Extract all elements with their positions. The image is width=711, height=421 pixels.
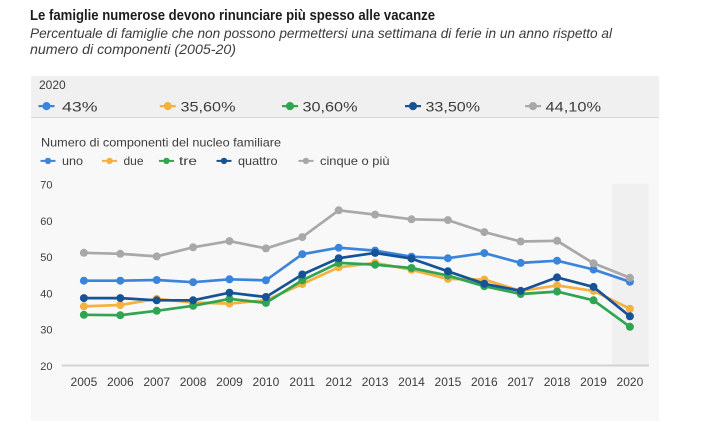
svg-text:2005: 2005 (71, 375, 98, 389)
svg-text:30: 30 (40, 325, 52, 337)
svg-text:uno: uno (62, 154, 83, 168)
svg-text:2018: 2018 (544, 375, 571, 389)
svg-text:33,50%: 33,50% (426, 99, 481, 115)
svg-text:35,60%: 35,60% (181, 99, 236, 115)
svg-text:43%: 43% (62, 99, 98, 115)
svg-text:Numero di componenti del nucle: Numero di componenti del nucleo familiar… (41, 136, 281, 150)
svg-text:cinque o più: cinque o più (320, 154, 390, 168)
svg-text:20: 20 (40, 361, 52, 373)
svg-text:2011: 2011 (289, 375, 315, 389)
svg-text:2015: 2015 (435, 375, 462, 389)
svg-text:70: 70 (40, 180, 52, 192)
svg-text:40: 40 (40, 288, 52, 300)
svg-text:2014: 2014 (398, 375, 425, 389)
svg-text:2008: 2008 (180, 375, 207, 389)
svg-text:30,60%: 30,60% (303, 99, 358, 115)
svg-text:44,10%: 44,10% (546, 99, 602, 115)
svg-text:2016: 2016 (471, 375, 498, 389)
svg-text:2020: 2020 (39, 78, 66, 92)
svg-text:numero di componenti (2005-20): numero di componenti (2005-20) (30, 41, 236, 57)
svg-text:2010: 2010 (253, 375, 280, 389)
svg-text:quattro: quattro (238, 154, 278, 168)
svg-text:due: due (124, 154, 144, 168)
svg-text:Le famiglie numerose devono ri: Le famiglie numerose devono rinunciare p… (30, 7, 435, 24)
svg-text:50: 50 (40, 252, 52, 264)
svg-text:2020: 2020 (617, 375, 644, 389)
svg-text:2009: 2009 (216, 375, 243, 389)
svg-text:Percentuale di famiglie che no: Percentuale di famiglie che non possono … (30, 25, 613, 41)
svg-text:2007: 2007 (143, 375, 170, 389)
svg-text:60: 60 (40, 216, 52, 228)
svg-text:2019: 2019 (580, 375, 607, 389)
svg-text:2017: 2017 (507, 375, 534, 389)
svg-text:2006: 2006 (107, 375, 134, 389)
svg-text:tre: tre (179, 154, 197, 168)
svg-text:2013: 2013 (362, 375, 389, 389)
svg-text:2012: 2012 (325, 375, 352, 389)
